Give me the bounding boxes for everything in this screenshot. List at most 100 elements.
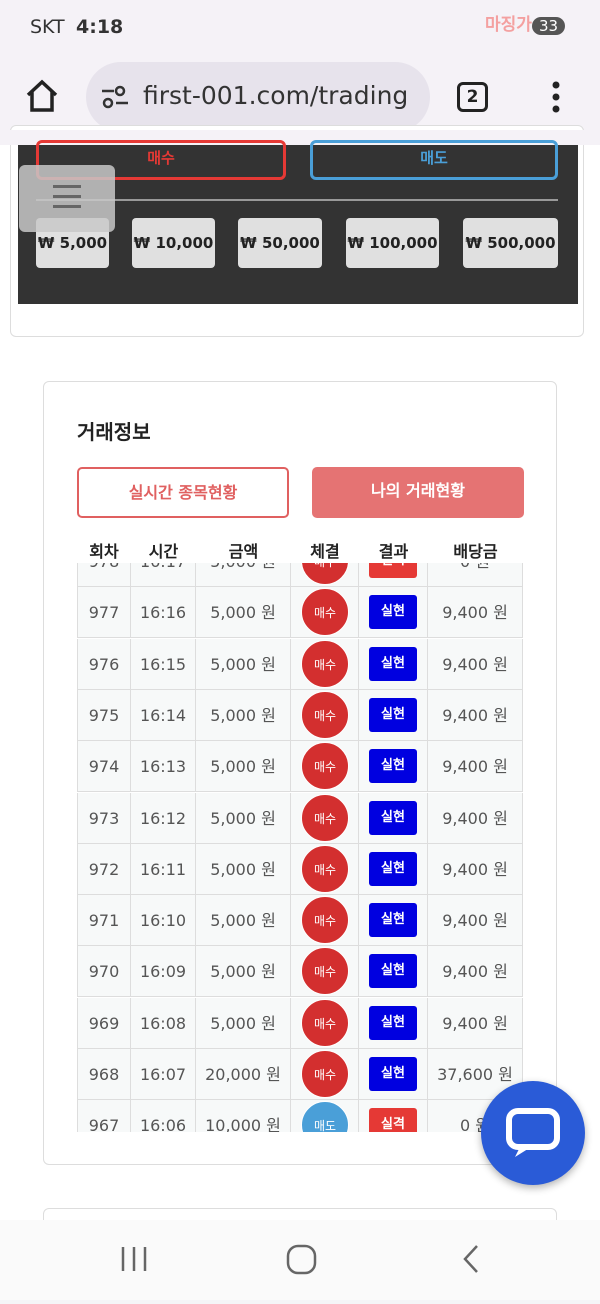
table-cell: 실현 [359,689,428,741]
realtime-tab[interactable]: 실시간 종목현황 [77,467,289,518]
result-badge: 실현 [369,1005,417,1040]
hamburger-button[interactable] [19,165,115,232]
side-badge: 매수 [301,588,349,637]
table-cell: 9,400 원 [428,997,523,1049]
side-badge: 매수 [301,639,349,688]
battery: 33 [532,17,566,35]
table-cell: 5,000 원 [196,689,291,741]
divider [36,199,558,201]
table-cell: 16:11 [131,843,196,895]
table-cell: 9,400 원 [428,792,523,844]
table-cell: 매수 [291,689,359,741]
table-cell: 실현 [359,843,428,895]
table-cell: 37,600 원 [428,1049,523,1100]
table-cell: 9,400 원 [428,741,523,793]
result-badge: 실현 [369,1057,417,1091]
table-cell: 968 [77,1049,131,1100]
table-cell: 973 [77,792,131,844]
side-badge: 매수 [301,998,349,1047]
result-badge: 실현 [369,903,417,938]
table-cell: 매수 [291,638,359,690]
table-cell: 5,000 원 [196,638,291,690]
table-cell: 매수 [291,843,359,895]
result-badge: 실격 [369,563,417,578]
amount-button[interactable]: ₩ 100,000 [346,218,439,268]
table-cell: 9,400 원 [428,638,523,690]
table-cell: 5,000 원 [196,843,291,895]
watermark: 마징가 [485,15,532,35]
clock: 4:18 [76,16,124,38]
column-header: 금액 [228,542,259,561]
home-button[interactable] [24,78,60,114]
table-cell: 16:12 [131,792,196,844]
my-trades-tab[interactable]: 나의 거래현황 [312,467,524,518]
amount-button[interactable]: ₩ 10,000 [132,218,215,268]
side-badge: 매수 [301,1050,349,1098]
table-cell: 16:07 [131,1049,196,1100]
table-cell: 16:17 [131,563,196,587]
amount-button[interactable]: ₩ 500,000 [463,218,558,268]
table-cell: 5,000 원 [196,895,291,947]
sell-button[interactable]: 매도 [310,140,558,180]
side-badge: 매수 [301,742,349,791]
table-cell: 977 [77,587,131,639]
table-cell: 실현 [359,946,428,998]
table-cell: 20,000 원 [196,1049,291,1100]
table-cell: 16:10 [131,895,196,947]
table-cell: 969 [77,997,131,1049]
table-cell: 16:16 [131,587,196,639]
table-cell: 5,000 원 [196,587,291,639]
table-cell: 5,000 원 [196,741,291,793]
chat-button[interactable] [481,1081,585,1185]
table-cell: 9,400 원 [428,689,523,741]
table-cell: 매도 [291,1100,359,1132]
url-text: first-001.com/trading [143,81,409,110]
table-cell: 실현 [359,792,428,844]
table-cell: 매수 [291,997,359,1049]
table-cell: 9,400 원 [428,946,523,998]
result-badge: 실현 [369,800,417,835]
table-cell: 5,000 원 [196,997,291,1049]
status-bar: SKT 4:18 마징가 33 [0,0,600,50]
amount-button[interactable]: ₩ 50,000 [238,218,322,268]
tab-count[interactable]: 2 [457,82,488,112]
table-cell: 실현 [359,587,428,639]
table-cell: 5,000 원 [196,946,291,998]
table-cell: 매수 [291,1049,359,1100]
side-badge: 매수 [301,690,349,739]
table-cell: 16:14 [131,689,196,741]
table-cell: 9,400 원 [428,843,523,895]
table-cell: 실격 [359,1100,428,1132]
table-cell: 매수 [291,563,359,587]
table-cell: 매수 [291,895,359,947]
side-badge: 매수 [301,947,349,996]
table-cell: 16:09 [131,946,196,998]
address-bar[interactable]: first-001.com/trading [86,62,430,132]
table-cell: 10,000 원 [196,1100,291,1132]
nav-bar [0,1220,600,1300]
table-cell: 16:15 [131,638,196,690]
table-cell: 5,000 원 [196,563,291,587]
table-cell: 971 [77,895,131,947]
table-cell: 976 [77,638,131,690]
table-cell: 실현 [359,741,428,793]
result-badge: 실현 [369,595,417,630]
buy-button[interactable]: 매수 [36,140,286,180]
carrier: SKT [30,16,65,38]
column-header: 체결 [310,542,340,561]
result-badge: 실현 [369,646,417,681]
table-cell: 9,400 원 [428,587,523,639]
table-cell: 16:08 [131,997,196,1049]
table-cell: 978 [77,563,131,587]
result-badge: 실격 [369,1108,417,1132]
table-cell: 실현 [359,1049,428,1100]
side-badge: 매수 [301,896,349,945]
table-cell: 16:06 [131,1100,196,1132]
side-badge: 매수 [301,563,349,585]
menu-button[interactable] [541,80,571,116]
side-badge: 매수 [301,844,349,893]
result-badge: 실현 [369,749,417,784]
table-cell: 9,400 원 [428,895,523,947]
result-badge: 실현 [369,851,417,886]
